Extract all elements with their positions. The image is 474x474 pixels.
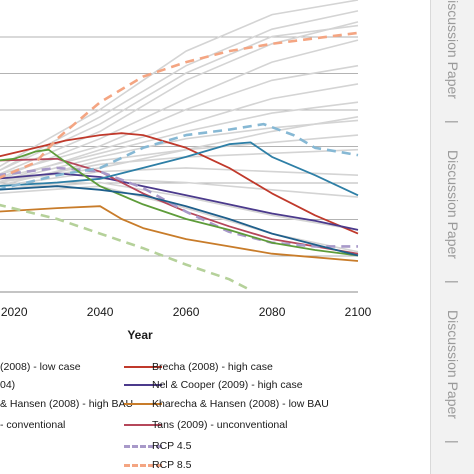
background-series-line — [0, 119, 359, 183]
series-line-rcp85 — [0, 31, 359, 179]
x-tick-label: 2060 — [173, 305, 200, 319]
legend-swatch — [124, 464, 162, 467]
x-tick-label: 2020 — [1, 305, 28, 319]
series-line-teal_a — [0, 141, 359, 197]
series-line-green_bump — [0, 148, 359, 257]
legend-label: Brecha (2008) - high case — [152, 361, 273, 373]
background-series-line — [0, 116, 359, 183]
x-tick-labels: 2020 2040 2060 2080 2100 — [1, 305, 372, 319]
legend-swatch — [124, 403, 162, 405]
legend-label: RCP 8.5 — [152, 459, 192, 471]
series-line-nel_high — [0, 172, 359, 231]
separator: | — [445, 280, 461, 284]
legend-swatch — [124, 445, 162, 448]
x-tick-label: 2040 — [87, 305, 114, 319]
background-series-line — [0, 167, 359, 187]
series-line-kharecha_low — [0, 205, 359, 262]
background-series-line — [0, 21, 359, 175]
legend-label: & Hansen (2008) - high BAU — [0, 398, 134, 410]
legend-label: (2008) - low case — [0, 361, 81, 373]
legend-label: Tans (2009) - unconventional — [152, 419, 288, 431]
legend-swatch — [124, 366, 162, 368]
x-tick-label: 2080 — [259, 305, 286, 319]
background-series-line — [0, 181, 359, 231]
series-line-brecha_high — [0, 132, 359, 235]
series-line-rcp45 — [0, 166, 358, 248]
x-tick-label: 2100 — [345, 305, 372, 319]
background-series-line — [0, 0, 359, 168]
side-panel: Discussion Paper | Discussion Paper | Discus… — [430, 0, 474, 474]
discussion-paper-label: Discussion Paper — [445, 150, 461, 259]
line-chart: 2020 2040 2060 2080 2100 Year — [0, 0, 372, 342]
legend-label: 04) — [0, 379, 16, 391]
legend-swatch — [124, 384, 162, 386]
legend-swatch — [124, 424, 162, 426]
legend-label: RCP 4.5 — [152, 440, 192, 452]
series-line-green_dash — [0, 203, 252, 292]
legend-label: Kharecha & Hansen (2008) - low BAU — [152, 398, 329, 410]
x-axis-label: Year — [127, 328, 153, 342]
legend-label: - conventional — [0, 419, 66, 431]
legend-label: Nel & Cooper (2009) - high case — [152, 379, 303, 391]
discussion-paper-strip: Discussion Paper | Discussion Paper | Discus… — [431, 0, 474, 474]
discussion-paper-label: Discussion Paper — [445, 0, 461, 99]
separator: | — [445, 120, 461, 124]
background-series-line — [0, 185, 359, 253]
discussion-paper-label: Discussion Paper — [445, 310, 461, 419]
highlighted-series — [0, 31, 359, 292]
chart-legend: (2008) - low case 04) & Hansen (2008) - hi… — [0, 352, 430, 474]
background-series-line — [0, 64, 359, 176]
background-series-line — [0, 39, 359, 179]
background-series — [0, 0, 359, 253]
separator: | — [445, 440, 461, 444]
background-series-line — [0, 24, 359, 172]
background-series-line — [0, 10, 359, 171]
series-line-navy_flat — [0, 185, 359, 257]
